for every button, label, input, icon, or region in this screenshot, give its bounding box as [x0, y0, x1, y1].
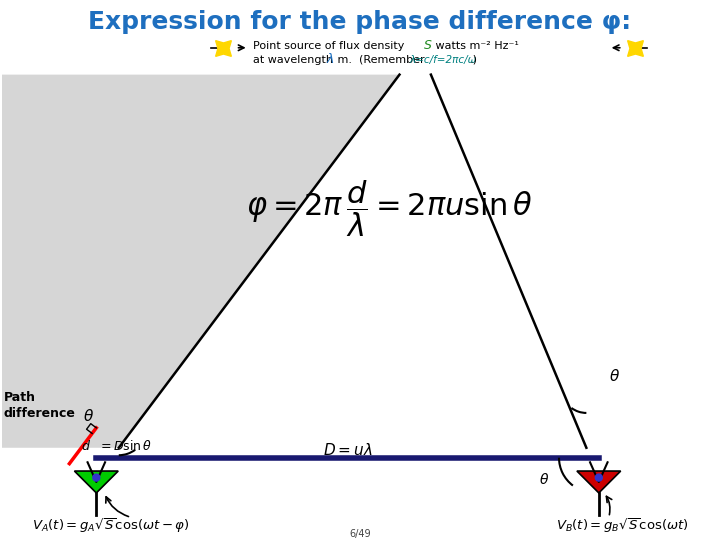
Text: $\theta$: $\theta$	[84, 408, 94, 424]
Text: at wavelength: at wavelength	[253, 55, 336, 65]
Text: m.  (Remember: m. (Remember	[334, 55, 428, 65]
Text: Path
difference: Path difference	[4, 392, 76, 421]
Text: S: S	[423, 39, 431, 52]
Text: λ=c/f=2πc/ω: λ=c/f=2πc/ω	[410, 55, 477, 65]
Text: Expression for the phase difference φ:: Expression for the phase difference φ:	[89, 10, 631, 34]
Text: $\varphi = 2\pi\,\dfrac{d}{\lambda} = 2\pi u \sin\theta$: $\varphi = 2\pi\,\dfrac{d}{\lambda} = 2\…	[246, 179, 534, 239]
Circle shape	[93, 474, 100, 481]
Circle shape	[595, 474, 603, 481]
Text: $V_A(t)= g_A\sqrt{S}\cos(\omega t - \varphi)$: $V_A(t)= g_A\sqrt{S}\cos(\omega t - \var…	[32, 516, 189, 535]
Text: λ: λ	[326, 53, 333, 66]
Text: $\theta$: $\theta$	[539, 472, 549, 487]
Polygon shape	[1, 75, 400, 448]
Text: Point source of flux density: Point source of flux density	[253, 41, 408, 51]
Text: $D{=}u\lambda$: $D{=}u\lambda$	[323, 442, 372, 458]
Text: $V_B(t)= g_B\sqrt{S}\cos(\omega t)$: $V_B(t)= g_B\sqrt{S}\cos(\omega t)$	[556, 516, 688, 535]
Text: $d$: $d$	[81, 439, 91, 453]
Text: .): .)	[469, 55, 477, 65]
Polygon shape	[74, 471, 118, 493]
Text: $= D\sin\theta$: $= D\sin\theta$	[99, 439, 153, 453]
Polygon shape	[577, 471, 621, 493]
Text: watts m⁻² Hz⁻¹: watts m⁻² Hz⁻¹	[432, 41, 518, 51]
Text: $\theta$: $\theta$	[608, 368, 620, 384]
Text: 6/49: 6/49	[349, 529, 371, 539]
